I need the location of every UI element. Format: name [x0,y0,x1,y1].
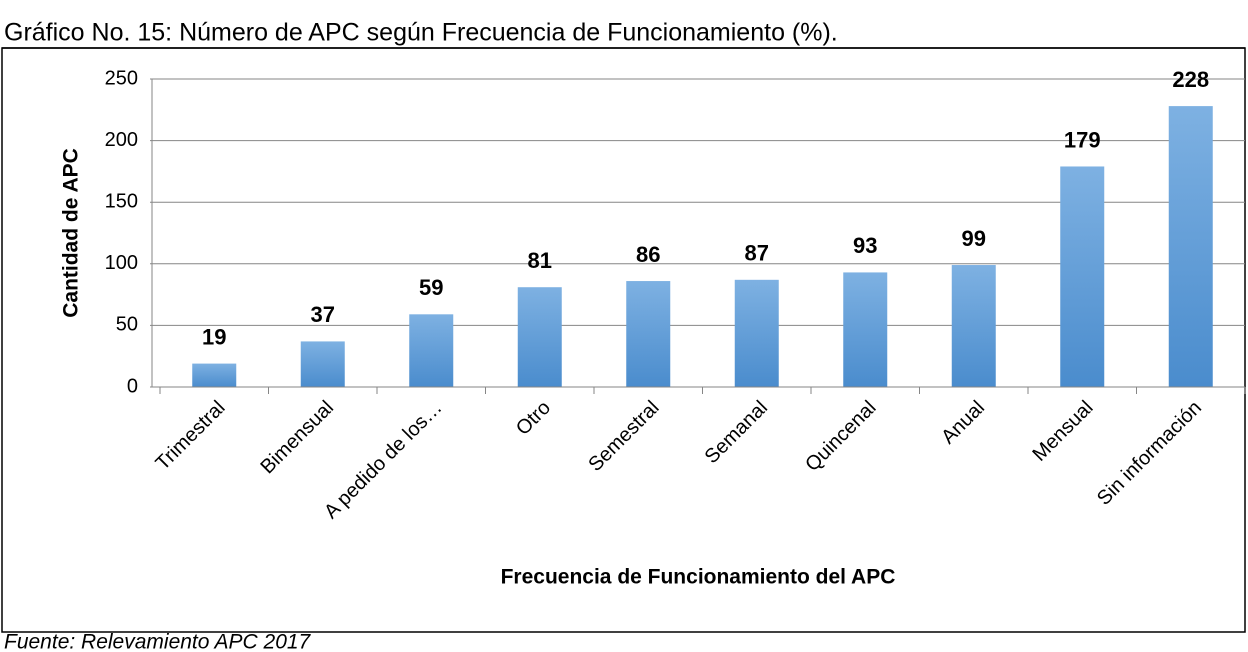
frame [1,47,1246,633]
x-tick-label: Semestral [584,397,663,476]
source-note: Fuente: Relevamiento APC 2017 [4,631,312,652]
bar [517,287,562,387]
x-axis-title: Frecuencia de Funcionamiento del APC [501,566,896,589]
x-tick-label: Bimensual [256,397,338,479]
x-tick-label: Otro [512,397,555,440]
bar [1060,166,1105,387]
x-tick-label: Quincenal [801,397,880,476]
y-tick-label: 0 [127,375,138,397]
y-tick-label: 200 [105,129,138,151]
value-label: 87 [745,241,769,266]
value-label: 19 [202,324,226,349]
x-tick-label: A pedido de los… [320,397,446,523]
x-tick-label: Anual [937,397,989,449]
bar [843,272,888,387]
x-tick-label: Semanal [701,397,772,468]
chart-title: Gráfico No. 15: Número de APC según Frec… [4,19,838,47]
value-label: 81 [528,248,552,273]
bar [1168,106,1213,387]
y-tick-label: 150 [105,190,138,212]
value-label: 86 [636,242,660,267]
y-tick-label: 100 [105,252,138,274]
value-label: 93 [853,233,877,258]
value-label: 59 [419,275,443,300]
value-label: 37 [311,302,335,327]
y-axis-title: Cantidad de APC [60,148,83,318]
y-tick-label: 250 [105,67,138,89]
bar [409,314,454,387]
bar [951,265,996,387]
value-label: 99 [962,226,986,251]
bar [300,341,345,387]
x-tick-label: Sin información [1093,397,1206,510]
x-tick-label: Trimestral [152,397,230,475]
bar [192,363,237,387]
value-label: 228 [1172,67,1209,92]
value-label: 179 [1064,127,1101,152]
x-tick-label: Mensual [1028,397,1097,466]
bar [734,279,779,387]
bar [626,281,671,387]
y-tick-label: 50 [116,314,138,336]
